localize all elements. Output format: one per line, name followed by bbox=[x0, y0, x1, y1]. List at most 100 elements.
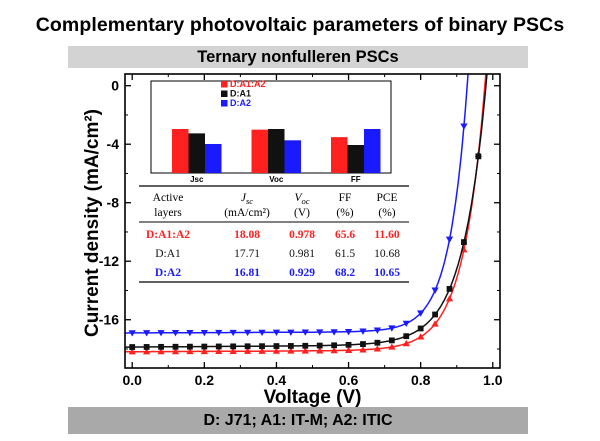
curve-marker bbox=[331, 342, 338, 349]
inset-bar bbox=[331, 137, 348, 173]
curve-marker bbox=[373, 345, 382, 352]
table-cell: 17.71 bbox=[234, 248, 260, 260]
inset-legend-swatch bbox=[221, 90, 228, 97]
inset-category-label: FF bbox=[351, 175, 361, 184]
curve-marker bbox=[330, 329, 338, 336]
curve-marker bbox=[229, 347, 237, 354]
inset-bar bbox=[205, 143, 222, 173]
x-tick-label: 0.6 bbox=[339, 372, 359, 388]
y-tick-label: -4 bbox=[107, 136, 120, 152]
curve-marker bbox=[200, 329, 208, 337]
table-cell: D:A1:A2 bbox=[146, 229, 190, 241]
curve-marker bbox=[461, 239, 467, 245]
curve-marker bbox=[158, 343, 164, 350]
x-tick-label: 0.2 bbox=[195, 372, 215, 388]
curve-marker bbox=[143, 330, 151, 337]
curve-marker bbox=[301, 347, 309, 354]
curve-marker bbox=[374, 339, 381, 346]
table-cell: 0.978 bbox=[289, 229, 315, 241]
table-cell: 0.981 bbox=[289, 248, 315, 260]
x-tick-label: 0.8 bbox=[411, 372, 431, 388]
curve-marker bbox=[171, 347, 180, 355]
curve-marker bbox=[258, 329, 266, 337]
inset-bar bbox=[284, 140, 301, 173]
curve-marker bbox=[128, 330, 136, 337]
curve-marker bbox=[302, 342, 309, 349]
table-header: Active bbox=[153, 192, 184, 204]
curve-marker bbox=[402, 320, 410, 328]
table-header: Jsc bbox=[241, 192, 253, 206]
curve-marker bbox=[388, 337, 395, 344]
series-D:A1:A2 bbox=[125, 74, 487, 355]
table-header-unit: (%) bbox=[378, 207, 395, 219]
curve-marker bbox=[359, 346, 367, 353]
table-header-unit: (mA/cm²) bbox=[224, 207, 270, 219]
table-cell: D:A2 bbox=[155, 267, 181, 279]
curve-marker bbox=[157, 348, 165, 355]
curve-marker bbox=[215, 347, 223, 355]
inset-legend-swatch bbox=[221, 81, 228, 88]
curve-marker bbox=[157, 330, 165, 337]
x-tick-label: 0.0 bbox=[122, 372, 142, 388]
table-cell: 61.5 bbox=[335, 248, 355, 260]
curve-marker bbox=[445, 236, 454, 243]
curve-marker bbox=[432, 311, 438, 318]
curve-marker bbox=[186, 330, 194, 337]
curve-marker bbox=[417, 310, 425, 317]
curve-marker bbox=[230, 343, 237, 350]
curve-marker bbox=[344, 346, 353, 353]
curve-marker bbox=[301, 329, 309, 336]
curve-marker bbox=[359, 328, 367, 335]
y-axis-title: Current density (mA/cm²) bbox=[82, 109, 103, 337]
series-D:A2 bbox=[125, 74, 469, 337]
curve-marker bbox=[259, 343, 265, 350]
curve-marker bbox=[345, 341, 352, 348]
curve-marker bbox=[200, 347, 208, 355]
curve-marker bbox=[143, 344, 150, 350]
table-header-unit: (V) bbox=[294, 207, 310, 219]
inset-legend-label: D:A1 bbox=[230, 89, 251, 99]
curve-marker bbox=[402, 339, 410, 347]
curve-marker bbox=[475, 153, 482, 160]
curve-marker bbox=[360, 341, 366, 347]
curve-marker bbox=[431, 320, 439, 327]
curve-marker bbox=[316, 342, 323, 349]
material-legend-banner: D: J71; A1: IT-M; A2: ITIC bbox=[68, 407, 528, 434]
inset-bar bbox=[347, 145, 364, 173]
curve-marker bbox=[316, 329, 324, 336]
curve-marker bbox=[373, 327, 382, 334]
curve-marker bbox=[417, 325, 424, 332]
curve-marker bbox=[243, 347, 252, 354]
curve-marker bbox=[187, 343, 193, 350]
curve-marker bbox=[287, 329, 295, 336]
curve-marker bbox=[243, 329, 252, 337]
axes: 0.0 0.2 0.4 0.6 0.8 1.0 0 -4 -8 -12 -16 Voltage (V)… bbox=[82, 74, 503, 408]
table-header: PCE bbox=[376, 192, 397, 204]
curve-marker bbox=[128, 348, 136, 355]
inset-bar bbox=[251, 129, 268, 173]
curve-marker bbox=[272, 329, 281, 336]
inset-legend-label: D:A1:A2 bbox=[230, 79, 266, 89]
curve-marker bbox=[431, 287, 439, 294]
curve-marker bbox=[272, 347, 281, 354]
curve-marker bbox=[129, 344, 136, 350]
table-cell: D:A1 bbox=[155, 248, 181, 260]
inset-bar bbox=[172, 129, 189, 173]
curve-marker bbox=[244, 343, 251, 350]
curve-marker bbox=[229, 329, 237, 337]
table-header-unit: (%) bbox=[336, 207, 353, 219]
curve-marker bbox=[258, 347, 266, 354]
x-axis-title: Voltage (V) bbox=[264, 387, 362, 408]
inset-bar-chart: Jsc Voc FF D:A1:A2D:A1D:A2 bbox=[150, 79, 392, 184]
inset-bar bbox=[188, 133, 205, 173]
curve-marker bbox=[388, 325, 396, 332]
table-cell: 16.81 bbox=[234, 267, 260, 279]
curve-marker bbox=[287, 343, 294, 349]
table-cell: 0.929 bbox=[289, 267, 315, 279]
curve-marker bbox=[273, 343, 280, 349]
series-D:A1 bbox=[125, 74, 488, 350]
curve-marker bbox=[316, 347, 324, 354]
x-tick-label: 0.4 bbox=[267, 372, 287, 388]
x-tick-label: 1.0 bbox=[483, 372, 503, 388]
